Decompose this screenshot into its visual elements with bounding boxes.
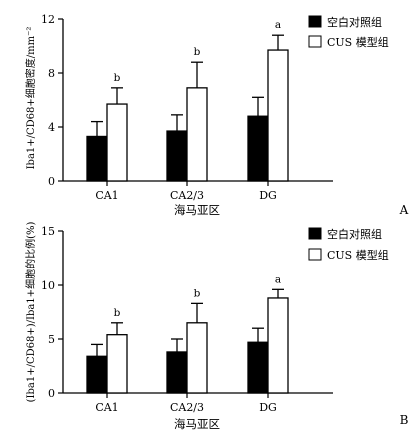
- bar-a-control-2: [247, 115, 269, 182]
- legend-swatch-model-b: [308, 248, 322, 261]
- bar-b-model-2: [267, 297, 289, 394]
- chart-panel-b: 0 5 10 15 CA1 CA2/3 DG b b a (Iba1+/CD68+)/Iba1+细…: [24, 222, 409, 431]
- x-tick-label-a: CA1: [95, 189, 118, 202]
- bar-a-model-2: [267, 49, 289, 182]
- bar-a-model-1: [186, 87, 208, 182]
- bar-b-model-0: [106, 334, 128, 394]
- legend-a: 空白对照组 CUS 模型组: [308, 15, 389, 49]
- significance-label-b: b: [194, 287, 201, 299]
- x-tick-label-b: CA2/3: [170, 401, 204, 414]
- legend-swatch-control-a: [308, 15, 322, 28]
- bar-b-control-2: [247, 341, 269, 394]
- y-tick-label-b: 10: [41, 279, 55, 292]
- significance-label-a: a: [275, 19, 281, 31]
- y-tick-label-a: 4: [48, 121, 55, 134]
- panel-label-b: B: [400, 413, 409, 427]
- x-axis-label-a: 海马亚区: [174, 203, 220, 217]
- bar-b-model-1: [186, 322, 208, 394]
- legend-b: 空白对照组 CUS 模型组: [308, 227, 389, 262]
- x-tick-label-a: DG: [259, 189, 277, 202]
- x-axis-label-b: 海马亚区: [174, 417, 220, 431]
- legend-swatch-model-a: [308, 35, 322, 48]
- bar-b-control-0: [86, 355, 108, 394]
- y-tick-label-b: 0: [48, 387, 55, 400]
- x-tick-label-b: CA1: [95, 401, 118, 414]
- bar-a-model-0: [106, 103, 128, 182]
- y-tick-label-b: 15: [41, 225, 55, 238]
- legend-swatch-control-b: [308, 227, 322, 240]
- bar-a-control-0: [86, 135, 108, 182]
- significance-label-a: b: [194, 46, 201, 58]
- x-tick-label-b: DG: [259, 401, 277, 414]
- y-axis-label-b: (Iba1+/CD68+)/Iba1+细胞的比例(%): [24, 222, 37, 403]
- legend-label-model-b: CUS 模型组: [327, 248, 389, 262]
- y-tick-label-b: 5: [48, 333, 55, 346]
- significance-label-a: b: [114, 72, 121, 84]
- y-tick-label-a: 0: [48, 175, 55, 188]
- legend-label-control-b: 空白对照组: [327, 227, 382, 241]
- y-tick-label-a: 8: [48, 67, 55, 80]
- significance-label-b: a: [275, 273, 281, 285]
- bar-a-control-1: [166, 130, 188, 182]
- y-tick-label-a: 12: [41, 13, 55, 26]
- bar-b-control-1: [166, 351, 188, 394]
- legend-label-model-a: CUS 模型组: [327, 35, 389, 49]
- x-tick-label-a: CA2/3: [170, 189, 204, 202]
- panel-label-a: A: [399, 203, 409, 217]
- legend-label-control-a: 空白对照组: [327, 15, 382, 29]
- significance-label-b: b: [114, 307, 121, 319]
- y-axis-label-a: Iba1+/CD68+细胞密度/mm⁻²: [24, 27, 37, 170]
